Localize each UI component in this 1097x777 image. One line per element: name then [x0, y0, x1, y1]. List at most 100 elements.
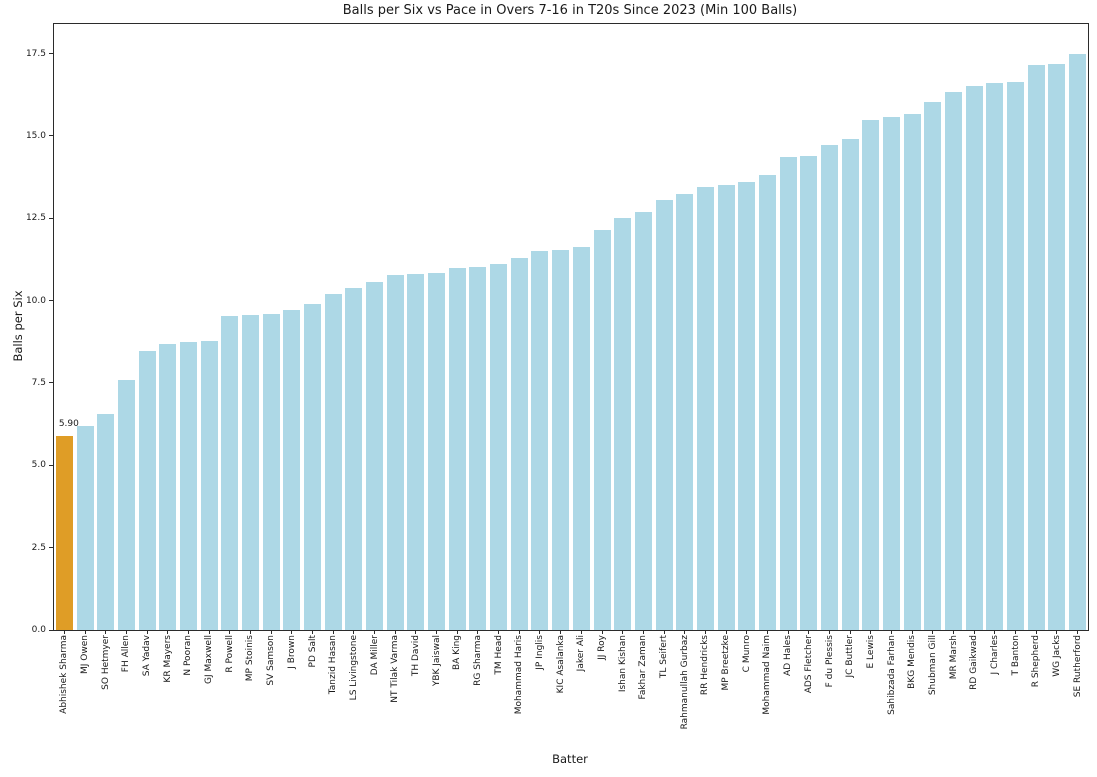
x-tick-label-r-powell: R Powell: [224, 635, 235, 673]
bar-rd-gaikwad: [965, 85, 983, 630]
x-tick-label-j-charles: J Charles: [989, 635, 1000, 675]
bar-wg-jacks: [1048, 63, 1066, 630]
x-tick-label-sahibzada-farhan: Sahibzada Farhan: [886, 635, 897, 715]
x-tick-label-ls-livingstone: LS Livingstone: [348, 635, 359, 701]
x-tick-mark: [394, 630, 396, 634]
x-tick-label-mohammad-naim: Mohammad Naim: [762, 635, 773, 715]
x-tick-label-tl-seifert: TL Seifert: [659, 635, 670, 679]
x-tick-label-rg-sharma: RG Sharma: [472, 635, 483, 686]
y-tick-mark: [49, 629, 53, 631]
x-tick-label-fh-allen: FH Allen: [121, 635, 132, 673]
x-tick-label-nt-tilak-varma: NT Tilak Varma: [390, 635, 401, 703]
x-tick-label-kr-mayers: KR Mayers: [162, 635, 173, 683]
x-tick-label-mp-breetzke: MP Breetzke: [721, 635, 732, 691]
x-tick-mark: [539, 630, 541, 634]
bar-th-david: [407, 274, 425, 630]
x-tick-mark: [518, 630, 520, 634]
x-tick-mark: [229, 630, 231, 634]
y-axis-label: Balls per Six: [11, 290, 25, 362]
bar-tanzid-hasan: [324, 293, 342, 630]
y-tick-label: 5.0: [31, 460, 46, 471]
x-tick-mark: [84, 630, 86, 634]
x-tick-label-f-du-plessis: F du Plessis: [824, 635, 835, 688]
y-tick-label: 15.0: [25, 130, 46, 141]
x-tick-label-ba-king: BA King: [452, 635, 463, 671]
x-tick-label-pd-salt: PD Salt: [307, 635, 318, 668]
x-tick-mark: [1056, 630, 1058, 634]
x-tick-mark: [1077, 630, 1079, 634]
x-tick-label-kic-asalanka: KIC Asalanka: [555, 635, 566, 694]
bar-jj-roy: [593, 229, 611, 630]
x-tick-label-se-rutherford: SE Rutherford: [1072, 635, 1083, 698]
x-tick-label-jp-inglis: JP Inglis: [534, 635, 545, 670]
x-tick-label-rd-gaikwad: RD Gaikwad: [969, 635, 980, 690]
x-tick-label-rahmanullah-gurbaz: Rahmanullah Gurbaz: [679, 635, 690, 730]
x-tick-mark: [1035, 630, 1037, 634]
y-tick-label: 7.5: [31, 377, 46, 388]
x-tick-label-jaker-ali: Jaker Ali: [576, 635, 587, 672]
x-tick-mark: [766, 630, 768, 634]
x-tick-label-sv-samson: SV Samson: [266, 635, 277, 686]
y-tick-mark: [49, 382, 53, 384]
x-tick-mark: [663, 630, 665, 634]
y-tick-mark: [49, 300, 53, 302]
bar-j-charles: [986, 83, 1004, 630]
y-tick-label: 2.5: [31, 542, 46, 553]
bar-se-rutherford: [1069, 53, 1087, 630]
x-tick-mark: [477, 630, 479, 634]
bar-r-powell: [221, 316, 239, 630]
bar-ba-king: [448, 268, 466, 630]
x-axis-label: Batter: [552, 752, 588, 766]
x-tick-mark: [808, 630, 810, 634]
x-tick-mark: [456, 630, 458, 634]
x-tick-mark: [973, 630, 975, 634]
bar-shubman-gill: [924, 102, 942, 630]
bar-rg-sharma: [469, 266, 487, 630]
x-tick-label-ybk-jaiswal: YBK Jaiswal: [431, 635, 442, 687]
x-tick-mark: [953, 630, 955, 634]
x-tick-label-da-miller: DA Miller: [369, 635, 380, 676]
x-tick-mark: [994, 630, 996, 634]
bar-tl-seifert: [655, 200, 673, 630]
bar-sv-samson: [262, 313, 280, 630]
bar-pd-salt: [304, 304, 321, 630]
x-tick-mark: [580, 630, 582, 634]
bar-mr-marsh: [945, 91, 963, 630]
y-tick-mark: [49, 53, 53, 55]
x-tick-label-rr-hendricks: RR Hendricks: [700, 635, 711, 696]
x-tick-mark: [146, 630, 148, 634]
bar-sahibzada-farhan: [883, 117, 901, 630]
bar-rr-hendricks: [696, 187, 714, 630]
x-tick-label-ishan-kishan: Ishan Kishan: [617, 635, 628, 693]
x-tick-label-n-pooran: N Pooran: [183, 635, 194, 676]
x-tick-label-mp-stoinis: MP Stoinis: [245, 635, 256, 682]
y-tick-label: 17.5: [25, 48, 46, 59]
bar-r-shepherd: [1027, 64, 1045, 630]
x-tick-mark: [622, 630, 624, 634]
x-tick-label-shubman-gill: Shubman Gill: [927, 635, 938, 696]
x-tick-mark: [891, 630, 893, 634]
bar-e-lewis: [862, 119, 880, 630]
x-tick-label-c-munro: C Munro: [741, 635, 752, 673]
bar-mp-stoinis: [241, 314, 259, 630]
x-tick-label-ads-fletcher: ADS Fletcher: [803, 635, 814, 694]
bar-nt-tilak-varma: [386, 275, 404, 630]
x-tick-label-th-david: TH David: [410, 635, 421, 677]
x-tick-mark: [642, 630, 644, 634]
bar-tm-head: [490, 264, 508, 630]
bar-c-munro: [738, 182, 756, 630]
x-tick-label-jc-buttler: JC Buttler: [845, 635, 856, 678]
x-tick-mark: [332, 630, 334, 634]
x-tick-label-abhishek-sharma: Abhishek Sharma: [59, 635, 70, 714]
bar-jc-buttler: [841, 138, 859, 630]
x-tick-mark: [353, 630, 355, 634]
x-tick-label-gj-maxwell: GJ Maxwell: [204, 635, 215, 684]
x-tick-mark: [187, 630, 189, 634]
bar-jaker-ali: [572, 246, 590, 630]
y-tick-label: 0.0: [31, 625, 46, 635]
x-tick-label-mj-owen: MJ Owen: [80, 635, 91, 674]
x-tick-mark: [932, 630, 934, 634]
y-tick-mark: [49, 464, 53, 466]
x-tick-mark: [560, 630, 562, 634]
